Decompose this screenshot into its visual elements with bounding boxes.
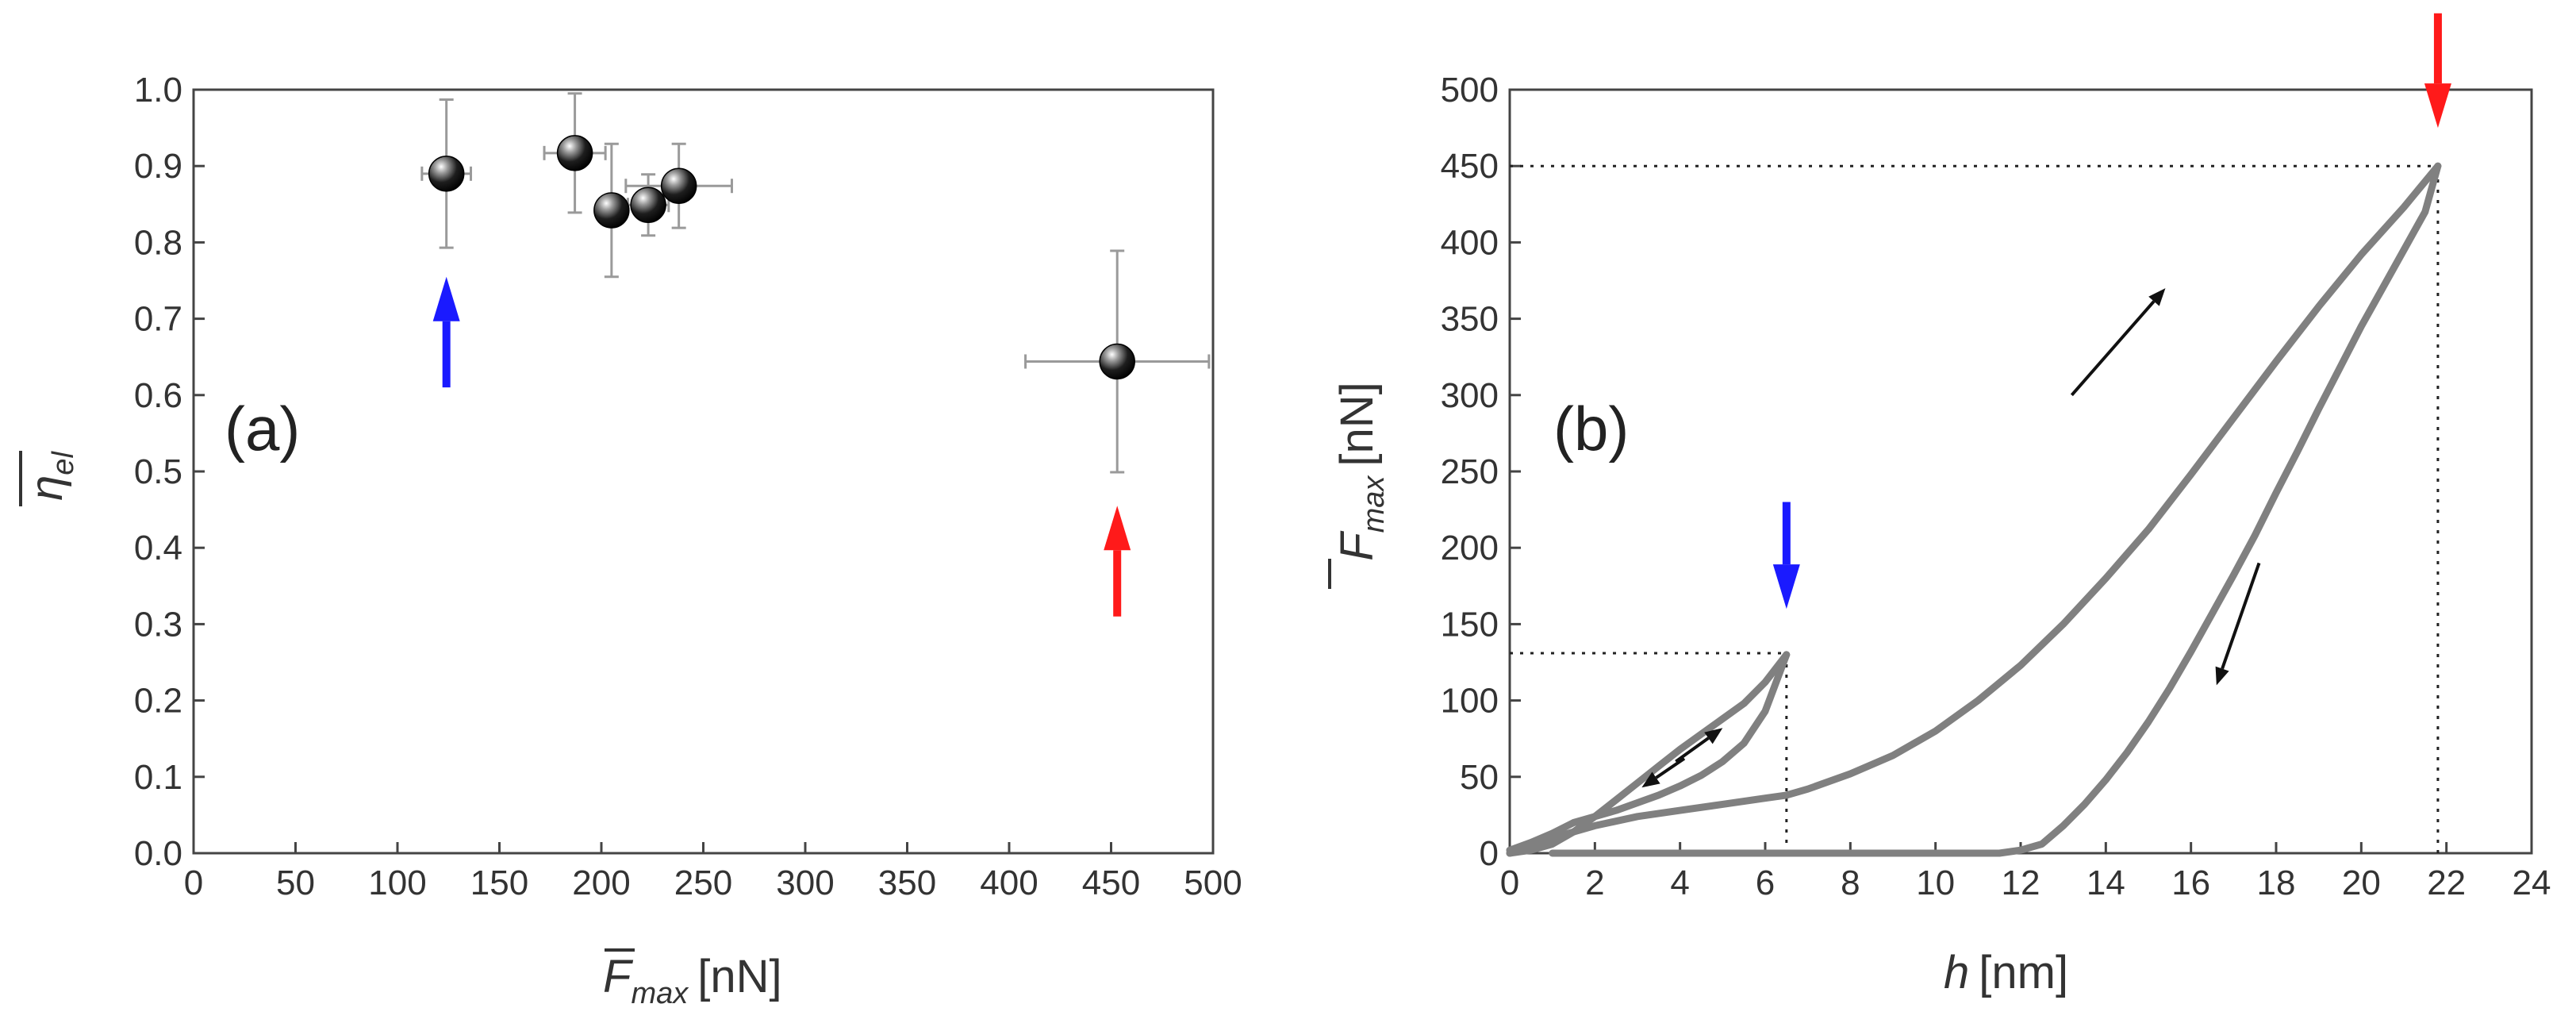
data-point-4: [660, 167, 697, 204]
x-tick-label-a-4: 200: [572, 864, 630, 902]
y-tick-label-b-3: 150: [1441, 605, 1499, 644]
x-tick-label-a-9: 450: [1082, 864, 1140, 902]
x-axis-title-b: h [nm]: [1944, 947, 2068, 998]
guide-lines-b: [1510, 164, 2440, 853]
error-bars-a: [420, 92, 1211, 474]
arrows-a: [432, 276, 1131, 617]
panel-b: 0 2 4 6 8 10 12 14 16 18 20 22 240501001502002503003…: [1328, 13, 2551, 998]
panel-a: 0 50 100 150 200 250 300 350 400 450 500 0.0 0.1 0.2 0…: [19, 71, 1242, 1010]
x-axis-symbol-a: F: [603, 951, 634, 1002]
y-tick-label-b-0: 0: [1480, 834, 1499, 873]
y-axis-sub-a: el: [47, 451, 80, 475]
x-tick-label-b-10: 20: [2342, 864, 2381, 902]
x-tick-label-a-5: 250: [674, 864, 732, 902]
x-tick-label-b-3: 6: [1756, 864, 1775, 902]
arrow-b-4: [2070, 288, 2166, 397]
x-axis-symbol-b: h: [1944, 947, 1969, 998]
y-tick-label-a-4: 0.4: [134, 529, 182, 567]
x-tick-label-b-8: 16: [2171, 864, 2210, 902]
y-tick-label-b-5: 250: [1441, 452, 1499, 491]
y-axis-symbol-b: F: [1331, 530, 1383, 561]
x-axis-sub-a: max: [631, 977, 689, 1010]
data-point-3: [630, 187, 666, 224]
x-tick-label-a-6: 300: [776, 864, 834, 902]
ticks-a: 0 50 100 150 200 250 300 350 400 450 500 0.0 0.1 0.2 0…: [134, 71, 1242, 902]
y-tick-label-a-9: 0.9: [134, 147, 182, 186]
arrow-a-1: [1104, 506, 1131, 617]
y-axis-symbol-a: η: [21, 475, 72, 501]
curve-unloading-small: [1506, 651, 1791, 854]
arrow-b-0: [1772, 502, 1800, 610]
y-axis-title-b: Fmax [nN]: [1328, 382, 1391, 589]
x-tick-label-a-2: 100: [368, 864, 426, 902]
y-tick-label-b-4: 200: [1441, 529, 1499, 567]
curve-loading-large: [1506, 162, 2442, 857]
x-tick-label-b-5: 10: [1916, 864, 1955, 902]
x-tick-label-a-7: 350: [878, 864, 936, 902]
svg-text:Fmax[nN]: Fmax [nN]: [1331, 382, 1391, 561]
y-tick-label-b-2: 100: [1441, 682, 1499, 721]
panel-label-b: (b): [1553, 394, 1629, 463]
x-tick-label-a-10: 500: [1184, 864, 1242, 902]
plot-frame-a: [192, 88, 1215, 855]
curves-b: [1506, 162, 2442, 857]
svg-text:Fmax[nN]: Fmax[nN]: [603, 951, 782, 1010]
y-tick-label-b-1: 50: [1460, 758, 1499, 797]
arrow-b-1: [2424, 13, 2451, 129]
x-tick-label-a-0: 0: [184, 864, 203, 902]
data-points-a: [428, 135, 1135, 380]
y-tick-label-a-1: 0.1: [134, 758, 182, 797]
y-tick-label-a-3: 0.3: [134, 605, 182, 644]
panel-label-a: (a): [225, 394, 300, 463]
x-tick-label-b-6: 12: [2002, 864, 2040, 902]
y-axis-unit-b: [nN]: [1331, 382, 1383, 466]
data-point-0: [428, 156, 465, 192]
y-tick-label-b-9: 450: [1441, 147, 1499, 186]
x-axis-unit-a: [nN]: [697, 951, 781, 1002]
y-tick-label-b-8: 400: [1441, 223, 1499, 262]
y-tick-label-a-5: 0.5: [134, 452, 182, 491]
y-tick-label-a-2: 0.2: [134, 682, 182, 721]
y-tick-label-a-7: 0.7: [134, 300, 182, 339]
x-axis-unit-b: [nm]: [1979, 947, 2068, 998]
plot-frame-b: [1508, 88, 2533, 855]
x-tick-label-b-11: 22: [2427, 864, 2466, 902]
arrows-b: [1641, 13, 2451, 788]
arrow-b-2: [1675, 728, 1723, 764]
arrow-b-3: [1641, 757, 1686, 788]
x-tick-label-b-4: 8: [1841, 864, 1860, 902]
x-tick-label-b-12: 24: [2513, 864, 2551, 902]
x-axis-title-a: Fmax [nN]: [603, 948, 782, 1010]
y-tick-label-b-10: 500: [1441, 71, 1499, 110]
y-tick-label-a-8: 0.8: [134, 223, 182, 262]
x-tick-label-b-2: 4: [1670, 864, 1689, 902]
x-tick-label-b-9: 18: [2257, 864, 2296, 902]
x-tick-label-a-3: 150: [470, 864, 528, 902]
curve-unloading-large: [1549, 162, 2442, 857]
x-tick-label-b-7: 14: [2087, 864, 2125, 902]
y-tick-label-a-10: 1.0: [134, 71, 182, 110]
y-axis-sub-b: max: [1357, 475, 1391, 533]
x-tick-label-b-0: 0: [1500, 864, 1519, 902]
y-axis-title-a: ηel: [19, 451, 80, 506]
y-tick-label-b-6: 300: [1441, 376, 1499, 415]
curve-loading-small: [1506, 651, 1791, 857]
y-tick-label-a-6: 0.6: [134, 376, 182, 415]
data-point-1: [556, 135, 593, 171]
y-tick-label-a-0: 0.0: [134, 834, 182, 873]
y-tick-label-b-7: 350: [1441, 300, 1499, 339]
data-point-2: [593, 192, 630, 229]
svg-text:ηel: ηel: [21, 451, 80, 501]
x-tick-label-b-1: 2: [1585, 864, 1604, 902]
x-tick-label-a-1: 50: [276, 864, 315, 902]
arrow-b-5: [2215, 562, 2261, 686]
ticks-b: 0 2 4 6 8 10 12 14 16 18 20 22 240501001502002503003…: [1441, 71, 2551, 902]
data-point-5: [1099, 343, 1135, 380]
x-tick-label-a-8: 400: [980, 864, 1038, 902]
arrow-a-0: [432, 276, 460, 388]
